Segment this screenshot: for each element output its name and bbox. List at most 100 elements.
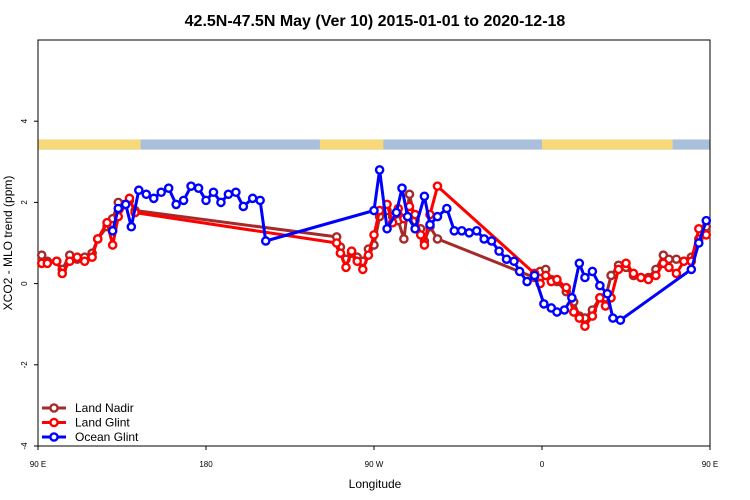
data-point [247,193,258,204]
data-point [456,226,467,236]
data-point [363,250,374,260]
data-point [79,256,90,267]
y-tick-label: 4 [20,118,29,123]
series-ocean-glint [107,165,712,325]
data-point [701,215,712,226]
data-point [561,282,572,293]
data-point [410,223,420,234]
data-point [509,256,519,267]
data-point [574,258,585,269]
data-point [501,254,512,265]
data-point [574,313,585,323]
data-point [419,191,430,202]
data-point [402,211,413,222]
data-point [141,189,152,200]
y-axis-ticks: -4 -2 0 2 4 [20,118,38,450]
legend-marker [49,432,59,442]
data-point [522,276,532,287]
x-tick-label: 0 [540,460,545,469]
data-point [415,230,426,240]
x-tick-label: 90 E [30,460,46,469]
data-point [156,187,166,198]
data-point [231,187,241,198]
data-point [399,234,409,244]
data-point [567,293,577,303]
data-point [608,313,618,323]
data-point [671,254,682,265]
data-point [514,266,525,277]
x-tick-label: 180 [199,460,213,469]
data-point [615,315,626,325]
data-point [346,246,357,256]
data-point [382,223,392,234]
data-point [425,219,435,230]
data-point [92,234,103,244]
data-point [449,226,460,236]
data-point [369,230,379,240]
data-point [341,262,351,273]
data-point [494,246,504,256]
data-point [186,181,196,191]
data-point [539,299,549,309]
data-point [552,307,562,317]
legend-label: Ocean Glint [75,430,139,444]
data-point [208,187,219,198]
data-point [621,258,631,269]
data-point [331,238,342,248]
data-point [223,189,234,200]
data-point [374,165,385,175]
y-tick-label: -2 [20,361,29,369]
data-point [587,311,598,321]
land-band-segment [38,139,141,150]
data-point [602,288,613,299]
data-point [606,270,616,281]
data-point [464,228,475,238]
data-point [107,240,118,250]
data-point [163,183,174,193]
data-point [193,183,204,193]
data-point [120,199,131,210]
data-point [113,203,124,214]
data-point [552,274,562,285]
data-point [559,305,570,315]
data-point [636,272,646,283]
data-point [441,203,452,214]
data-point [419,240,430,250]
data-point [595,293,605,303]
x-tick-label: 90 E [702,460,718,469]
data-point [102,217,112,228]
series-land-glint [36,181,712,332]
data-point [397,183,407,193]
land-band-segment [542,139,673,150]
data-point [357,264,368,275]
data-point [255,195,265,206]
data-point [201,195,211,206]
data-point [671,268,682,279]
series-layer [36,165,712,332]
data-point [335,248,346,258]
data-point [471,226,482,236]
data-point [432,211,443,222]
legend-label: Land Nadir [75,401,134,415]
y-tick-label: -4 [20,442,29,450]
y-tick-label: 2 [20,200,29,205]
land-band-segment [319,139,384,150]
data-point [133,185,144,196]
data-point [126,221,137,232]
data-point [529,270,540,281]
chart-title: 42.5N-47.5N May (Ver 10) 2015-01-01 to 2… [185,13,566,30]
data-point [694,238,704,248]
data-point [580,321,590,332]
data-point [479,234,489,244]
data-point [352,256,363,267]
data-point [178,195,189,206]
data-point [651,270,661,281]
data-point [587,266,598,277]
data-point [643,274,654,285]
legend-marker [49,417,59,428]
data-point [679,256,689,267]
data-point [664,262,674,273]
data-point [216,197,226,208]
data-point [432,234,443,244]
